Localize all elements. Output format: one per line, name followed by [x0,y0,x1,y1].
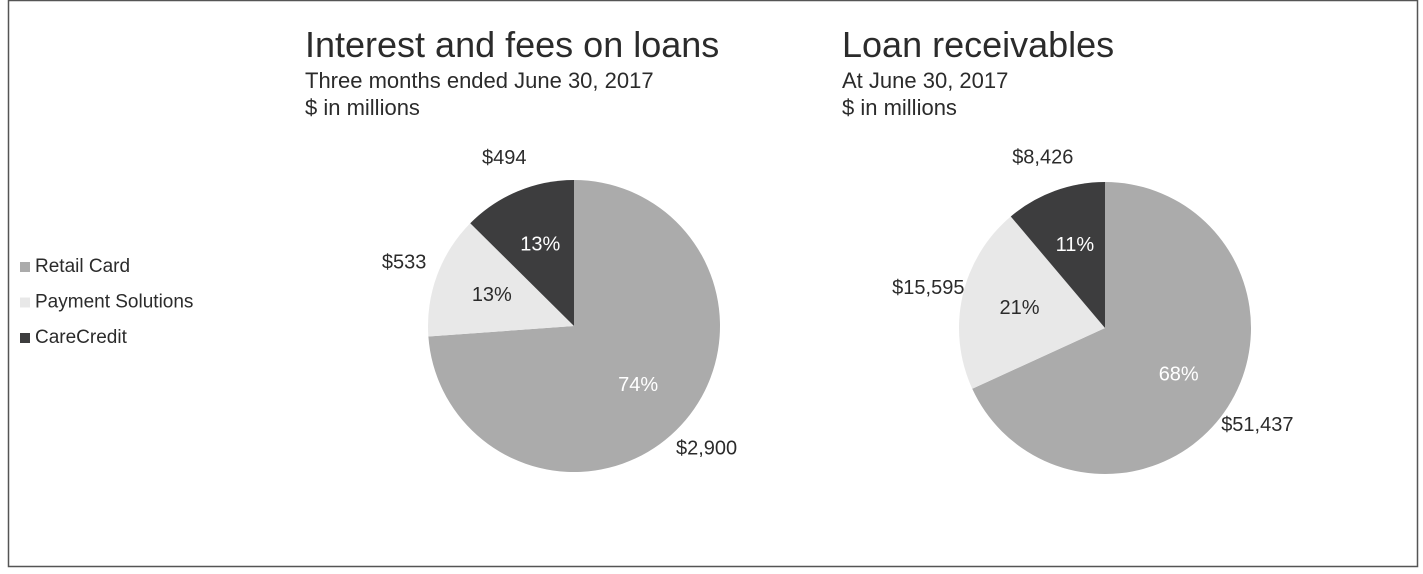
value-label: $51,437 [1221,414,1293,436]
percent-label: 13% [520,233,560,255]
value-label: $15,595 [892,277,964,299]
legend-label: CareCredit [35,327,128,348]
pie-slice [1010,182,1105,328]
value-label: $2,900 [676,438,737,460]
chart-subtitle: $ in millions [842,95,957,120]
value-label: $8,426 [1012,146,1073,168]
percent-label: 13% [472,284,512,306]
chart-subtitle: $ in millions [305,95,420,120]
legend-swatch [20,297,30,308]
percent-label: 11% [1056,234,1095,256]
pie-slice [972,182,1251,475]
chart-title: Interest and fees on loans [305,24,719,65]
percent-label: 21% [999,297,1039,319]
chart-subtitle: At June 30, 2017 [842,68,1008,93]
legend-label: Payment Solutions [35,292,193,313]
pie-slice [428,180,721,472]
legend-label: Retail Card [35,256,130,277]
chart-title: Loan receivables [842,24,1114,65]
legend-swatch [20,333,30,343]
pie-slice [428,223,574,337]
percent-label: 68% [1159,364,1199,386]
value-label: $533 [382,252,427,274]
frame [7,0,1419,568]
percent-label: 74% [618,374,658,396]
value-label: $494 [482,147,527,169]
legend-swatch [20,262,30,272]
pie-slice [959,216,1105,389]
chart-subtitle: Three months ended June 30, 2017 [305,68,654,93]
pie-slice [470,180,574,326]
